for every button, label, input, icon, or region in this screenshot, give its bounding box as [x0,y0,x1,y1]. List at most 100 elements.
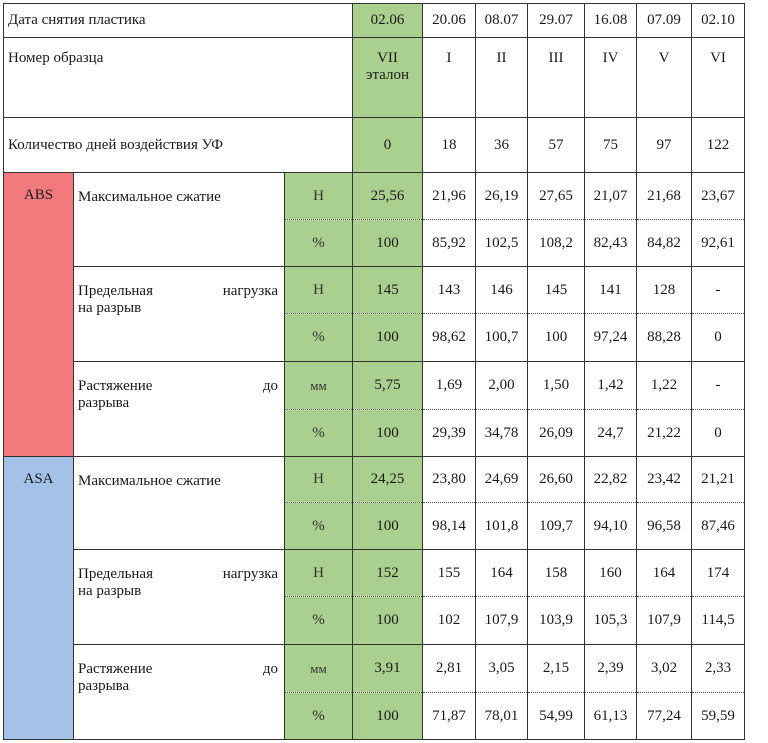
value-cell: 96,58 [636,502,692,550]
value-cell: 88,28 [636,313,692,362]
value-cell: 26,60 [527,456,585,503]
value-cell: 107,9 [636,596,692,645]
value-cell: 174 [691,549,745,597]
value-cell: 1,22 [636,361,692,410]
date-row: Дата снятия пластика 02.06 20.06 08.07 2… [3,3,745,38]
date-cell: 20.06 [422,3,476,38]
value-cell: 146 [475,266,528,314]
property-label-line: Предельная нагрузка [78,566,284,583]
sample-number: VII [377,50,398,66]
value-cell: 3,05 [475,644,528,693]
value-cell: 2,81 [422,644,476,693]
value-cell: 26,09 [527,409,585,457]
data-row: Предельная нагрузка на разрыв Н 152 155 164 158… [4,549,745,645]
value-cell: 107,9 [475,596,528,645]
unit-cell: % [284,596,353,645]
data-row: ABS Максимальное сжатие Н 25,56 21,96 26,19 27… [3,172,745,457]
material-cell: ASA [3,456,74,740]
value-cell: 164 [636,549,692,597]
days-cell: 97 [636,117,692,173]
value-cell: 71,87 [422,692,476,740]
sample-label: Номер образца [3,37,353,118]
days-cell: 0 [352,117,423,173]
value-cell: 102,5 [475,219,528,267]
days-row: Количество дней воздействия УФ 0 18 36 5… [3,117,745,173]
data-row: Предельная нагрузка на разрыв Н 145 143 146 145… [4,266,745,362]
value-cell: 143 [422,266,476,314]
value-cell: 101,8 [475,502,528,550]
unit-cell: % [284,502,353,550]
date-cell: 29.07 [527,3,585,38]
property-label-line: Предельная нагрузка [78,283,284,300]
value-cell: 2,15 [527,644,585,693]
data-row: % 100 71,87 78,01 54,99 61,13 77,24 59,59 [4,692,745,740]
data-row: % 100 102 107,9 103,9 105,3 107,9 114,5 [4,596,745,645]
sample-number: III [527,37,585,118]
material-cell: ABS [3,172,74,457]
date-cell: 02.10 [691,3,745,38]
data-row: Растяжение до разрыва мм 3,91 2,81 3,05 2,15 2,3… [4,644,745,740]
days-label: Количество дней воздействия УФ [3,117,353,173]
value-cell: 24,7 [584,409,637,457]
sample-number: VI [691,37,745,118]
value-cell: 1,42 [584,361,637,410]
value-cell: 23,67 [691,172,745,220]
unit-cell: % [284,692,353,740]
property-label-cell: Предельная нагрузка на разрыв [73,266,285,362]
reference-value-cell: 100 [352,502,423,550]
value-cell: 102 [422,596,476,645]
reference-value-cell: 100 [352,409,423,457]
reference-value-cell: 100 [352,596,423,645]
value-cell: 84,82 [636,219,692,267]
date-cell: 16.08 [584,3,637,38]
value-cell: 77,24 [636,692,692,740]
value-cell: 100 [527,313,585,362]
unit-cell: Н [284,172,353,220]
value-cell: 34,78 [475,409,528,457]
value-cell: 21,96 [422,172,476,220]
property-label-word: Растяжение [78,378,153,394]
value-cell: 21,22 [636,409,692,457]
value-cell: 2,33 [691,644,745,693]
value-cell: 98,14 [422,502,476,550]
days-cell: 57 [527,117,585,173]
value-cell: 59,59 [691,692,745,740]
uv-test-table: Дата снятия пластика 02.06 20.06 08.07 2… [3,3,745,740]
property-label-second: на разрыв [78,300,142,316]
value-cell: 54,99 [527,692,585,740]
date-cell: 07.09 [636,3,692,38]
value-cell: 78,01 [475,692,528,740]
value-cell: 87,46 [691,502,745,550]
unit-cell: % [284,313,353,362]
value-cell: - [691,361,745,410]
value-cell: 108,2 [527,219,585,267]
property-label-second: разрыва [78,678,130,694]
date-cell: 02.06 [352,3,423,38]
reference-value-cell: 100 [352,313,423,362]
property-label-cell: Максимальное сжатие [73,456,285,550]
value-cell: 0 [691,313,745,362]
reference-value-cell: 5,75 [352,361,423,410]
reference-value-cell: 152 [352,549,423,597]
value-cell: 155 [422,549,476,597]
value-cell: 2,39 [584,644,637,693]
value-cell: 27,65 [527,172,585,220]
value-cell: 82,43 [584,219,637,267]
property-label-cell: Максимальное сжатие [73,172,285,267]
reference-label: эталон [366,67,409,83]
property-label-word: до [262,661,278,677]
value-cell: 26,19 [475,172,528,220]
sample-number: V [636,37,692,118]
value-cell: 160 [584,549,637,597]
property-label-word: до [262,378,278,394]
data-row: % 100 85,92 102,5 108,2 82,43 84,82 92,61 [4,219,745,267]
property-label-cell: Растяжение до разрыва [73,361,285,457]
value-cell: 98,62 [422,313,476,362]
value-cell: 109,7 [527,502,585,550]
reference-value-cell: 100 [352,219,423,267]
value-cell: - [691,266,745,314]
sample-number: IV [584,37,637,118]
value-cell: 94,10 [584,502,637,550]
property-label: Максимальное сжатие [78,189,221,205]
reference-value-cell: 100 [352,692,423,740]
